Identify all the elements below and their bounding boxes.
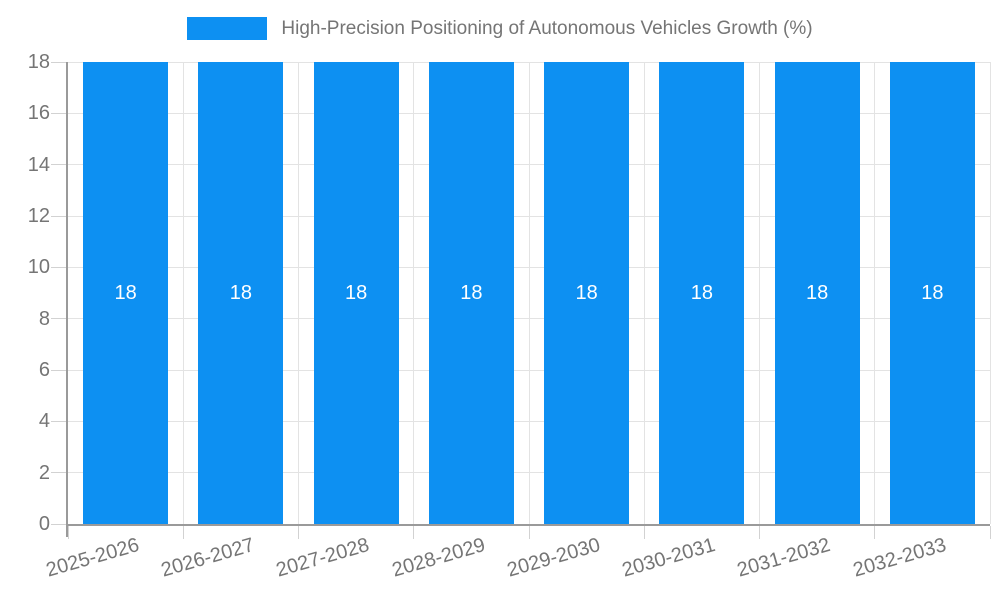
bar-value-label: 18 — [575, 282, 598, 304]
x-tick-label: 2026-2027 — [158, 534, 257, 582]
y-tick-label: 6 — [38, 359, 50, 381]
gridline-vertical — [413, 62, 415, 524]
y-tick-mark — [51, 369, 66, 371]
x-tick-mark — [413, 526, 415, 539]
y-tick-mark — [51, 266, 66, 268]
gridline-vertical — [298, 62, 299, 524]
x-tick-mark — [528, 526, 530, 539]
y-tick-mark — [51, 112, 66, 114]
y-tick-label: 4 — [38, 410, 50, 433]
x-tick-label: 2025-2026 — [43, 534, 142, 582]
bar-value-label: 18 — [806, 282, 829, 304]
gridline-vertical — [643, 62, 645, 524]
y-tick-mark — [51, 472, 66, 474]
x-tick-label: 2028-2029 — [389, 534, 488, 582]
x-tick-label: 2029-2030 — [504, 534, 603, 582]
y-tick-mark — [51, 420, 66, 422]
x-tick-mark — [643, 526, 645, 539]
x-tick-mark — [298, 526, 299, 539]
x-tick-label: 2027-2028 — [274, 534, 373, 582]
gridline-vertical — [874, 62, 876, 524]
y-tick-mark — [51, 164, 66, 166]
bar[interactable]: 18 — [313, 62, 399, 524]
y-tick-label: 14 — [27, 153, 50, 176]
x-tick-label: 2031-2032 — [735, 534, 834, 582]
y-tick-label: 16 — [27, 102, 50, 125]
bar[interactable]: 18 — [544, 62, 630, 524]
bar[interactable]: 18 — [198, 62, 284, 524]
y-tick-mark — [51, 215, 66, 217]
plot-area: 18 18 18 18 18 18 18 18 — [51, 61, 991, 539]
bar-value-label: 18 — [114, 282, 137, 304]
bar[interactable]: 18 — [659, 62, 745, 524]
legend-swatch-icon — [187, 17, 268, 40]
bar-value-label: 18 — [690, 282, 713, 304]
x-tick-mark — [874, 526, 876, 539]
gridline-vertical — [182, 62, 184, 524]
bar[interactable]: 18 — [83, 62, 169, 524]
x-tick-mark — [67, 526, 69, 539]
y-tick-mark — [51, 523, 66, 525]
bar[interactable]: 18 — [774, 62, 860, 524]
x-tick-mark — [182, 526, 184, 539]
y-axis-line — [66, 62, 68, 537]
bar[interactable]: 18 — [428, 62, 514, 524]
y-tick-label: 2 — [38, 461, 50, 484]
y-tick-mark — [51, 318, 66, 320]
bar-value-label: 18 — [229, 282, 252, 304]
bar[interactable]: 18 — [889, 62, 975, 524]
gridline-vertical — [528, 62, 530, 524]
y-tick-mark — [51, 61, 66, 63]
y-tick-label: 18 — [27, 51, 50, 73]
bar-value-label: 18 — [921, 282, 944, 304]
y-tick-label: 10 — [27, 256, 50, 279]
x-tick-mark — [759, 526, 760, 539]
bar-value-label: 18 — [345, 282, 368, 304]
x-tick-label: 2032-2033 — [850, 534, 949, 582]
y-tick-label: 0 — [38, 513, 50, 535]
chart-legend[interactable]: High-Precision Positioning of Autonomous… — [0, 17, 1000, 40]
x-axis-line — [66, 524, 990, 526]
gridline-vertical — [989, 62, 991, 524]
gridline-vertical — [759, 62, 760, 524]
legend-label: High-Precision Positioning of Autonomous… — [281, 17, 813, 39]
bar-value-label: 18 — [460, 282, 483, 304]
x-tick-label: 2030-2031 — [619, 534, 718, 582]
x-tick-mark — [989, 526, 991, 539]
y-tick-label: 12 — [27, 205, 50, 227]
y-tick-label: 8 — [38, 307, 50, 330]
